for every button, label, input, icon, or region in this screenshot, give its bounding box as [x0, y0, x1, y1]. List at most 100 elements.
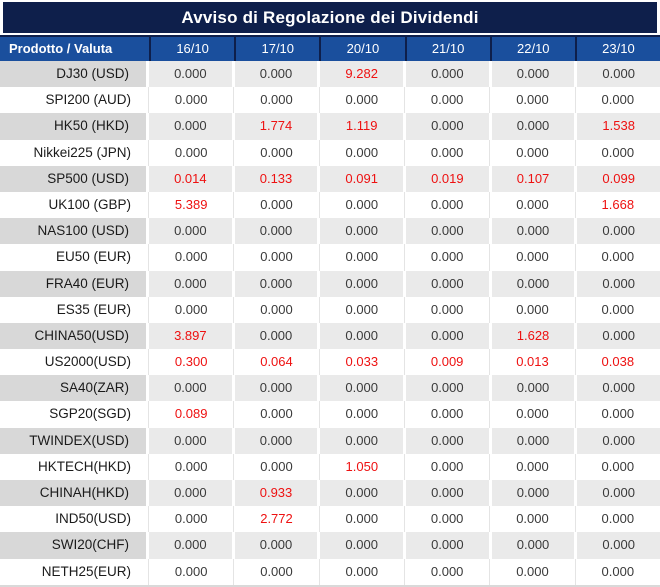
table-row: TWINDEX(USD) 0.000 0.000 0.000 0.000 0.000 0.0… [0, 427, 660, 454]
table-row: CHINAH(HKD) 0.000 0.933 0.000 0.000 0.000 0.00… [0, 480, 660, 507]
table-row: SA40(ZAR) 0.000 0.000 0.000 0.000 0.000 0.000 [0, 375, 660, 402]
dividend-value-cell: 5.389 [149, 191, 235, 219]
dividend-value-cell: 0.000 [406, 532, 492, 559]
column-header-date: 22/10 [489, 37, 575, 61]
dividend-value-cell: 0.000 [575, 506, 660, 533]
dividend-value-cell: 0.000 [577, 375, 660, 402]
product-cell: DJ30 (USD) [0, 61, 149, 88]
dividend-value-cell: 0.009 [404, 349, 491, 376]
table-row: SGP20(SGD) 0.089 0.000 0.000 0.000 0.000 0.000 [0, 401, 660, 428]
table-row: NAS100 (USD) 0.000 0.000 0.000 0.000 0.000 0.0… [0, 218, 660, 245]
product-cell: SA40(ZAR) [0, 375, 149, 402]
dividend-value-cell: 0.000 [575, 453, 660, 480]
dividend-value-cell: 0.300 [149, 349, 235, 376]
dividend-value-cell: 1.668 [575, 191, 660, 219]
table-header-row: Prodotto / Valuta 16/10 17/10 20/10 21/10 22… [0, 35, 660, 61]
column-header-date: 23/10 [574, 37, 660, 61]
dividend-value-cell: 0.000 [404, 139, 491, 166]
product-cell: SWI20(CHF) [0, 532, 149, 559]
dividend-value-cell: 0.000 [234, 244, 320, 271]
product-cell: CHINA50(USD) [0, 322, 149, 350]
dividend-value-cell: 0.000 [577, 427, 660, 454]
product-cell: FRA40 (EUR) [0, 270, 149, 297]
product-cell: US2000(USD) [0, 349, 149, 376]
table-row: SPI200 (AUD) 0.000 0.000 0.000 0.000 0.000 0.0… [0, 87, 660, 114]
dividend-value-cell: 0.000 [234, 375, 321, 402]
table-row: NETH25(EUR) 0.000 0.000 0.000 0.000 0.000 0.00… [0, 558, 660, 585]
product-cell: HK50 (HKD) [0, 113, 149, 140]
product-cell: Nikkei225 (JPN) [0, 139, 149, 166]
dividend-value-cell: 0.000 [234, 296, 320, 323]
dividend-value-cell: 0.000 [406, 375, 492, 402]
product-cell: NAS100 (USD) [0, 218, 149, 245]
dividend-value-cell: 9.282 [320, 61, 407, 88]
dividend-value-cell: 0.000 [149, 87, 235, 114]
table-row: SWI20(CHF) 0.000 0.000 0.000 0.000 0.000 0.000 [0, 532, 660, 559]
dividend-value-cell: 1.119 [320, 113, 407, 140]
dividend-value-cell: 0.000 [234, 322, 321, 350]
column-header-date: 16/10 [149, 37, 234, 61]
dividend-value-cell: 0.000 [577, 218, 660, 245]
page-title: Avviso di Regolazione dei Dividendi [3, 2, 657, 33]
dividend-value-cell: 0.000 [319, 87, 405, 114]
product-cell: SP500 (USD) [0, 165, 149, 192]
dividend-value-cell: 0.000 [575, 401, 660, 428]
dividend-value-cell: 0.000 [320, 375, 407, 402]
dividend-value-cell: 0.000 [491, 427, 578, 454]
dividend-value-cell: 0.000 [577, 270, 660, 297]
dividend-value-cell: 0.000 [320, 427, 407, 454]
dividend-value-cell: 0.000 [491, 532, 578, 559]
dividend-value-cell: 1.774 [234, 113, 321, 140]
dividend-value-cell: 0.000 [404, 558, 491, 585]
dividend-value-cell: 0.000 [404, 87, 491, 114]
dividend-value-cell: 0.000 [490, 506, 576, 533]
table-row: Nikkei225 (JPN) 0.000 0.000 0.000 0.000 0.000… [0, 139, 660, 166]
dividend-value-cell: 0.000 [319, 296, 405, 323]
dividend-value-cell: 0.000 [491, 61, 578, 88]
dividend-value-cell: 0.000 [406, 270, 492, 297]
dividend-value-cell: 0.000 [149, 113, 235, 140]
product-cell: CHINAH(HKD) [0, 480, 149, 507]
dividend-value-cell: 0.000 [320, 532, 407, 559]
table-row: FRA40 (EUR) 0.000 0.000 0.000 0.000 0.000 0.00… [0, 270, 660, 297]
dividend-value-cell: 0.000 [319, 139, 405, 166]
dividend-value-cell: 0.000 [490, 296, 576, 323]
dividend-value-cell: 0.099 [577, 165, 660, 192]
dividend-value-cell: 0.000 [490, 87, 576, 114]
dividend-value-cell: 0.014 [149, 165, 235, 192]
dividend-value-cell: 1.628 [491, 322, 578, 350]
dividend-value-cell: 0.000 [491, 113, 578, 140]
column-header-product-currency: Prodotto / Valuta [9, 41, 113, 56]
dividend-value-cell: 0.000 [404, 401, 491, 428]
dividend-value-cell: 3.897 [149, 322, 235, 350]
dividend-value-cell: 0.000 [149, 218, 235, 245]
dividend-value-cell: 1.538 [577, 113, 660, 140]
column-header-date: 20/10 [319, 37, 404, 61]
dividend-value-cell: 0.000 [577, 480, 660, 507]
dividend-value-cell: 0.000 [491, 375, 578, 402]
dividend-value-cell: 0.000 [575, 139, 660, 166]
dividend-value-cell: 0.000 [234, 558, 320, 585]
dividend-value-cell: 0.089 [149, 401, 235, 428]
product-cell: ES35 (EUR) [0, 296, 149, 323]
dividend-value-cell: 0.000 [490, 139, 576, 166]
dividend-value-cell: 0.000 [234, 453, 320, 480]
column-header-date: 17/10 [234, 37, 319, 61]
dividend-value-cell: 0.000 [490, 453, 576, 480]
dividend-value-cell: 0.000 [149, 558, 235, 585]
dividend-value-cell: 0.000 [319, 191, 405, 219]
dividend-value-cell: 0.000 [234, 139, 320, 166]
product-cell: HKTECH(HKD) [0, 453, 149, 480]
dividend-value-cell: 0.000 [575, 244, 660, 271]
bottom-divider [0, 584, 660, 587]
dividend-value-cell: 0.000 [320, 480, 407, 507]
dividend-value-cell: 0.000 [149, 139, 235, 166]
dividend-value-cell: 0.000 [234, 270, 321, 297]
table-row: CHINA50(USD) 3.897 0.000 0.000 0.000 1.628 0.0… [0, 322, 660, 350]
dividend-value-cell: 0.038 [575, 349, 660, 376]
dividend-value-cell: 0.000 [319, 401, 405, 428]
dividend-value-cell: 0.000 [149, 244, 235, 271]
dividend-value-cell: 0.000 [404, 453, 491, 480]
table-row: IND50(USD) 0.000 2.772 0.000 0.000 0.000 0.000 [0, 506, 660, 533]
dividend-value-cell: 0.000 [491, 480, 578, 507]
